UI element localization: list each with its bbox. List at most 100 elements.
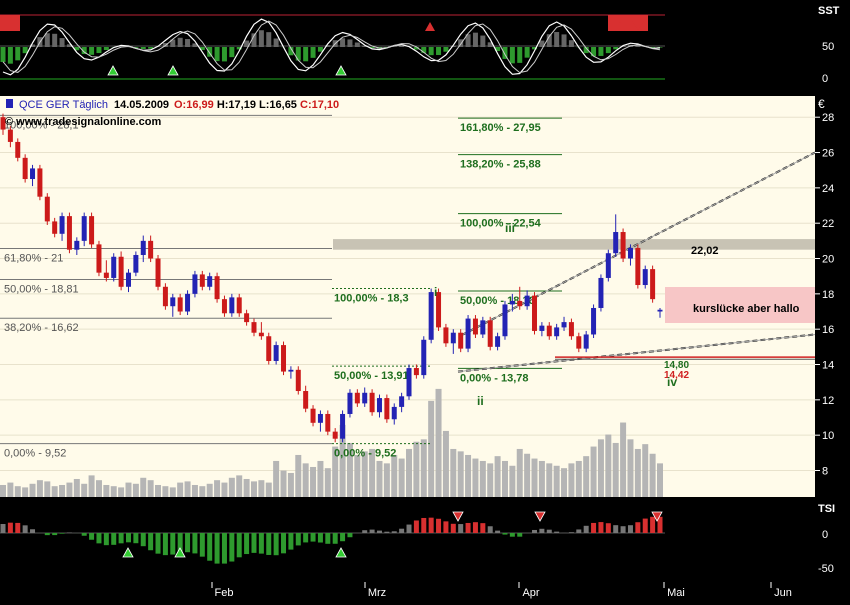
bottom-histogram-bar [222,533,227,564]
candle-body [421,340,426,375]
candle-body [74,241,79,250]
website-label: © www.tradesignalonline.com [5,116,161,128]
top-histogram-bar [266,32,271,47]
top-histogram-bar [15,47,20,60]
candle-body [30,168,35,179]
bottom-histogram-bar [333,533,338,544]
bottom-histogram-bar [82,533,87,536]
candle-body [37,168,42,196]
volume-bar [15,486,21,497]
volume-bar [96,480,102,497]
candle-body [370,393,375,412]
volume-bar [162,486,168,497]
volume-bar [517,449,523,497]
candle-body [104,273,109,278]
top-histogram-bar [215,47,220,61]
candle-body [598,278,603,308]
candle-body [650,269,655,299]
volume-bar [583,456,589,497]
candle-body [303,391,308,409]
volume-bar [613,443,619,497]
candle-body [251,322,256,333]
bottom-histogram-bar [554,532,559,533]
bottom-histogram-bar [96,533,101,543]
candle-body [480,320,485,334]
top-histogram-bar [473,33,478,47]
fib-label: 100,00% - 22,54 [460,218,542,230]
bottom-histogram-bar [163,533,168,555]
bottom-histogram-bar [23,525,28,533]
bottom-histogram-bar [15,523,20,533]
bottom-histogram-bar [473,522,478,533]
fib-label: 0,00% - 9,52 [334,448,396,460]
candle-body [274,345,279,361]
bottom-histogram-bar [119,533,124,543]
volume-bar [148,480,154,497]
candle-body [569,322,574,336]
y-tick-label: 26 [822,148,834,160]
volume-bar [52,486,58,497]
bottom-histogram-bar [392,531,397,533]
candle-body [443,327,448,343]
volume-bar [480,461,486,497]
top-indicator-name: SST [818,5,840,17]
bottom-histogram-bar [60,533,65,534]
currency-label: € [818,97,825,111]
bottom-histogram-bar [547,530,552,533]
bottom-histogram-bar [281,533,286,553]
top-indicator-tick-50: 50 [822,41,834,53]
candle-body [237,297,242,313]
volume-bar [502,461,508,497]
x-tick-label: Jun [774,587,792,599]
bottom-histogram-bar [296,533,301,545]
bottom-histogram-bar [362,530,367,533]
volume-bar [0,485,6,497]
volume-bar [354,455,360,497]
volume-bar [524,454,530,497]
candle-body [643,269,648,285]
volume-bar [125,483,131,497]
bottom-histogram-bar [407,525,412,533]
fib-label: 0,00% - 13,78 [460,372,529,384]
volume-bar [81,484,87,497]
volume-bar [155,485,161,497]
bottom-indicator-tick-neg50: -50 [818,563,834,575]
bottom-histogram-bar [207,533,212,561]
volume-bar [561,468,567,497]
candle-body [163,287,168,306]
wave-label-iii: iii [505,221,515,235]
bottom-histogram-bar [274,533,279,555]
bottom-histogram-bar [288,533,293,550]
bottom-histogram-bar [584,526,589,533]
level-label-22-02: 22,02 [691,245,719,257]
volume-bar [214,480,220,497]
top-histogram-bar [89,47,94,55]
volume-bar [236,475,242,497]
volume-bar [568,463,574,497]
volume-bar [273,461,279,497]
candle-body [133,255,138,273]
wave-label-iv: iv [667,375,677,389]
candle-body [562,322,567,327]
volume-bar [554,466,560,497]
wave-label-i: i [434,285,437,299]
top-histogram-bar [517,47,522,63]
top-histogram-bar [229,47,234,57]
bottom-histogram-bar [237,533,242,557]
candle-body [288,370,293,372]
candle-body [89,216,94,244]
bottom-histogram-bar [458,524,463,533]
volume-bar [620,423,626,497]
volume-bar [487,463,493,497]
candle-body [547,326,552,337]
volume-bar [192,485,198,497]
bottom-histogram-bar [606,523,611,533]
symbol-marker [6,99,13,108]
top-histogram-bar [606,47,611,53]
candle-body [311,409,316,423]
candle-body [613,232,618,253]
volume-bar [546,463,552,497]
top-histogram-bar [45,33,50,47]
